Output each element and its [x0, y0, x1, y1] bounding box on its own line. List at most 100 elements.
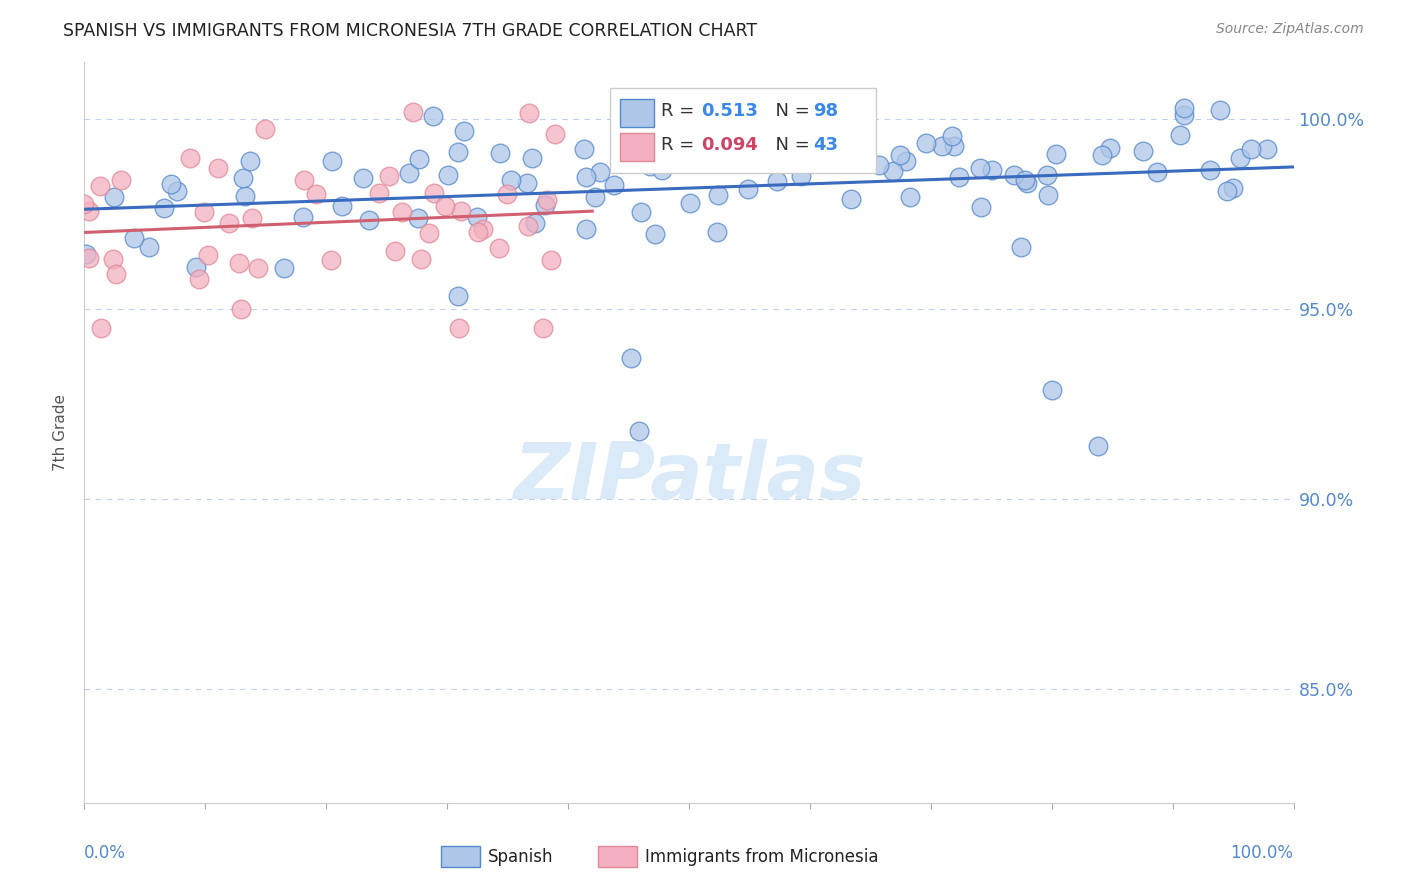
Point — [661, 143, 683, 157]
Point — [889, 147, 911, 161]
Point — [138, 240, 160, 254]
Point — [644, 227, 666, 242]
Point — [246, 260, 269, 275]
Point — [1010, 240, 1032, 254]
Point — [1199, 163, 1222, 178]
Point — [184, 260, 207, 275]
Point — [398, 166, 420, 180]
Point — [73, 197, 96, 211]
Point — [1087, 439, 1109, 453]
Point — [1240, 142, 1263, 156]
Point — [614, 155, 637, 169]
Point — [575, 170, 598, 185]
Point — [633, 113, 655, 128]
Point — [1036, 168, 1059, 182]
Point — [89, 178, 111, 193]
Point — [90, 321, 112, 335]
FancyBboxPatch shape — [610, 88, 876, 173]
Point — [679, 195, 702, 210]
Point — [1173, 101, 1195, 115]
FancyBboxPatch shape — [620, 99, 654, 127]
Point — [75, 247, 97, 261]
Point — [292, 173, 315, 187]
Point — [242, 211, 264, 225]
Point — [319, 253, 342, 268]
Point — [941, 129, 963, 144]
Point — [239, 154, 262, 169]
Point — [544, 128, 567, 142]
Text: 98: 98 — [814, 102, 838, 120]
Point — [522, 151, 544, 165]
Point — [406, 211, 429, 225]
Point — [465, 210, 488, 224]
Point — [575, 222, 598, 236]
Point — [409, 252, 432, 266]
Point — [453, 123, 475, 137]
Point — [1216, 184, 1239, 198]
Point — [228, 255, 250, 269]
Text: 0.513: 0.513 — [702, 102, 758, 120]
Text: 43: 43 — [814, 136, 838, 154]
Point — [790, 169, 813, 183]
Point — [1229, 151, 1251, 165]
Point — [1002, 168, 1025, 182]
Point — [232, 171, 254, 186]
Point — [970, 200, 993, 214]
Point — [179, 151, 201, 165]
Point — [707, 188, 730, 202]
Point — [1040, 383, 1063, 397]
Point — [408, 152, 430, 166]
Point — [841, 192, 863, 206]
Point — [488, 241, 510, 255]
Point — [447, 145, 470, 160]
Point — [1014, 173, 1036, 187]
Point — [352, 170, 374, 185]
Point — [378, 169, 401, 184]
Point — [536, 193, 558, 207]
Point — [332, 199, 354, 213]
Y-axis label: 7th Grade: 7th Grade — [53, 394, 69, 471]
Point — [572, 142, 595, 156]
Point — [882, 164, 904, 178]
Point — [402, 104, 425, 119]
Point — [188, 272, 211, 286]
Point — [231, 302, 253, 317]
Point — [737, 182, 759, 196]
Point — [678, 145, 700, 159]
Point — [488, 146, 510, 161]
Point — [980, 163, 1002, 178]
Point — [1091, 148, 1114, 162]
Point — [103, 189, 125, 203]
Point — [357, 213, 380, 227]
Point — [540, 252, 562, 267]
Point — [651, 162, 673, 177]
Point — [704, 146, 727, 161]
Text: 100.0%: 100.0% — [1230, 844, 1294, 862]
Text: 0.0%: 0.0% — [84, 844, 127, 862]
Point — [197, 248, 219, 262]
Point — [1146, 165, 1168, 179]
Point — [531, 321, 554, 335]
Point — [1099, 141, 1122, 155]
Text: Spanish: Spanish — [488, 848, 554, 866]
Point — [1173, 108, 1195, 122]
Point — [931, 139, 953, 153]
Point — [153, 201, 176, 215]
Point — [1222, 181, 1244, 195]
Point — [472, 222, 495, 236]
Text: N =: N = — [763, 136, 815, 154]
FancyBboxPatch shape — [441, 847, 479, 867]
Point — [534, 197, 557, 211]
Text: 0.094: 0.094 — [702, 136, 758, 154]
Point — [235, 188, 257, 202]
Point — [620, 351, 643, 365]
Point — [101, 252, 124, 267]
Point — [160, 177, 183, 191]
Point — [943, 139, 966, 153]
Point — [422, 186, 444, 201]
Point — [166, 185, 188, 199]
Point — [253, 122, 276, 136]
FancyBboxPatch shape — [599, 847, 637, 867]
Point — [517, 106, 540, 120]
Point — [517, 219, 540, 233]
